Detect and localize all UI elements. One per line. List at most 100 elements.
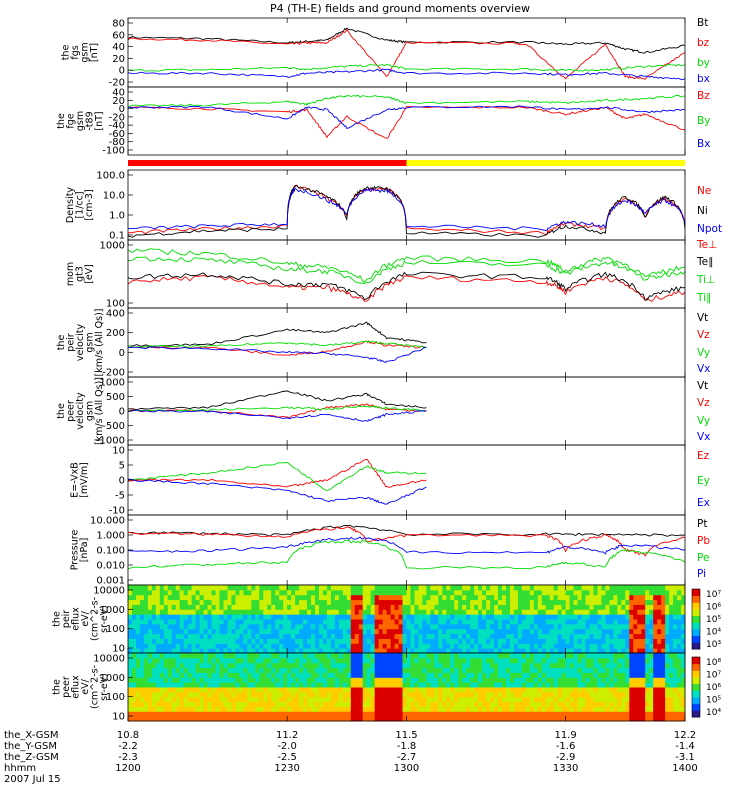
spectrogram-cell <box>311 633 316 639</box>
spectrogram-cell <box>139 677 145 683</box>
spectrogram-cell <box>426 682 431 688</box>
spectrogram-cell <box>673 706 678 712</box>
spectrogram-cell <box>657 604 662 610</box>
spectrogram-cell <box>203 589 209 596</box>
spectrogram-cell <box>275 672 280 678</box>
spectrogram-cell <box>330 716 336 722</box>
y-tick-label: -10 <box>109 506 125 517</box>
spectrogram-cell <box>553 662 559 669</box>
spectrogram-cell <box>593 706 598 712</box>
spectrogram-cell <box>354 677 360 683</box>
spectrogram-cell <box>446 614 451 620</box>
spectrogram-cell <box>430 643 435 649</box>
spectrogram-cell <box>605 589 610 596</box>
spectrogram-cell <box>398 638 404 644</box>
spectrogram-cell <box>609 589 614 596</box>
spectrogram-cell <box>402 672 407 678</box>
spectrogram-cell <box>430 609 435 615</box>
spectrogram-cell <box>251 643 256 649</box>
spectrogram-cell <box>346 594 352 601</box>
spectrogram-cell <box>406 687 411 693</box>
spectrogram-cell <box>231 716 236 722</box>
spectrogram-cell <box>545 687 551 693</box>
spectrogram-cell <box>354 638 360 644</box>
spectrogram-cell <box>322 696 328 703</box>
spectrogram-cell <box>673 667 678 673</box>
spectrogram-cell <box>287 667 292 673</box>
spectrogram-cell <box>517 677 523 683</box>
series-line-Ey <box>127 462 427 491</box>
spectrogram-cell <box>382 716 388 722</box>
spectrogram-cell <box>159 594 165 601</box>
spectrogram-cell <box>613 623 618 630</box>
spectrogram-cell <box>430 604 435 610</box>
spectrogram-cell <box>382 696 388 703</box>
spectrogram-cell <box>605 662 610 669</box>
spectrogram-cell <box>303 662 308 669</box>
spectrogram-cell <box>362 657 368 664</box>
spectrogram-cell <box>366 711 372 717</box>
spectrogram-cell <box>275 638 280 644</box>
spectrogram-cell <box>498 711 503 717</box>
spectrogram-cell <box>529 682 535 688</box>
spectrogram-cell <box>577 653 583 659</box>
spectrogram-cell <box>641 653 646 659</box>
spectrogram-cell <box>478 711 483 717</box>
spectrogram-cell <box>661 662 666 669</box>
spectrogram-cell <box>637 667 642 673</box>
spectrogram-cell <box>350 691 356 698</box>
spectrogram-cell <box>203 687 209 693</box>
spectrogram-cell <box>633 614 638 620</box>
spectrogram-cell <box>338 716 344 722</box>
spectrogram-cell <box>151 653 157 659</box>
spectrogram-cell <box>267 648 272 654</box>
spectrogram-cell <box>267 614 272 620</box>
spectrogram-cell <box>593 599 598 605</box>
spectrogram-cell <box>326 696 332 703</box>
spectrogram-cell <box>275 653 280 659</box>
spectrogram-cell <box>406 628 411 635</box>
legend-label-Vy: Vy <box>697 347 710 359</box>
spectrogram-cell <box>617 667 622 673</box>
spectrogram-cell <box>474 716 479 722</box>
spectrogram-cell <box>509 648 515 654</box>
spectrogram-cell <box>573 609 579 615</box>
spectrogram-cell <box>434 716 439 722</box>
spectrogram-cell <box>338 623 344 630</box>
spectrogram-cell <box>617 706 622 712</box>
spectrogram-cell <box>553 653 559 659</box>
spectrogram-cell <box>569 672 575 678</box>
spectrogram-cell <box>362 619 368 625</box>
spectrogram-cell <box>657 711 662 717</box>
spectrogram-cell <box>545 691 551 698</box>
spectrogram-cell <box>501 623 507 630</box>
spectrogram-cell <box>374 599 380 605</box>
spectrogram-cell <box>171 711 177 717</box>
spectrogram-cell <box>163 585 169 591</box>
spectrogram-cell <box>613 648 618 654</box>
spectrogram-cell <box>649 633 654 639</box>
spectrogram-cell <box>422 585 427 591</box>
spectrogram-cell <box>537 701 543 707</box>
spectrogram-cell <box>255 614 260 620</box>
spectrogram-cell <box>653 706 658 712</box>
spectrogram-cell <box>470 623 475 630</box>
colorbar-tick-label: 10⁶ <box>706 603 721 613</box>
spectrogram-cell <box>434 585 439 591</box>
spectrogram-cell <box>147 599 153 605</box>
spectrogram-cell <box>621 716 626 722</box>
spectrogram-cell <box>203 609 209 615</box>
spectrogram-cell <box>406 633 411 639</box>
spectrogram-cell <box>613 589 618 596</box>
spectrogram-cell <box>637 599 642 605</box>
spectrogram-cell <box>593 682 598 688</box>
spectrogram-cell <box>299 687 304 693</box>
spectrogram-cell <box>358 716 364 722</box>
spectrogram-cell <box>334 653 340 659</box>
spectrogram-cell <box>322 677 328 683</box>
spectrogram-cell <box>394 604 400 610</box>
spectrogram-cell <box>338 589 344 596</box>
spectrogram-cell <box>318 657 324 664</box>
y-tick-label: -100 <box>102 146 125 157</box>
spectrogram-cell <box>346 711 352 717</box>
